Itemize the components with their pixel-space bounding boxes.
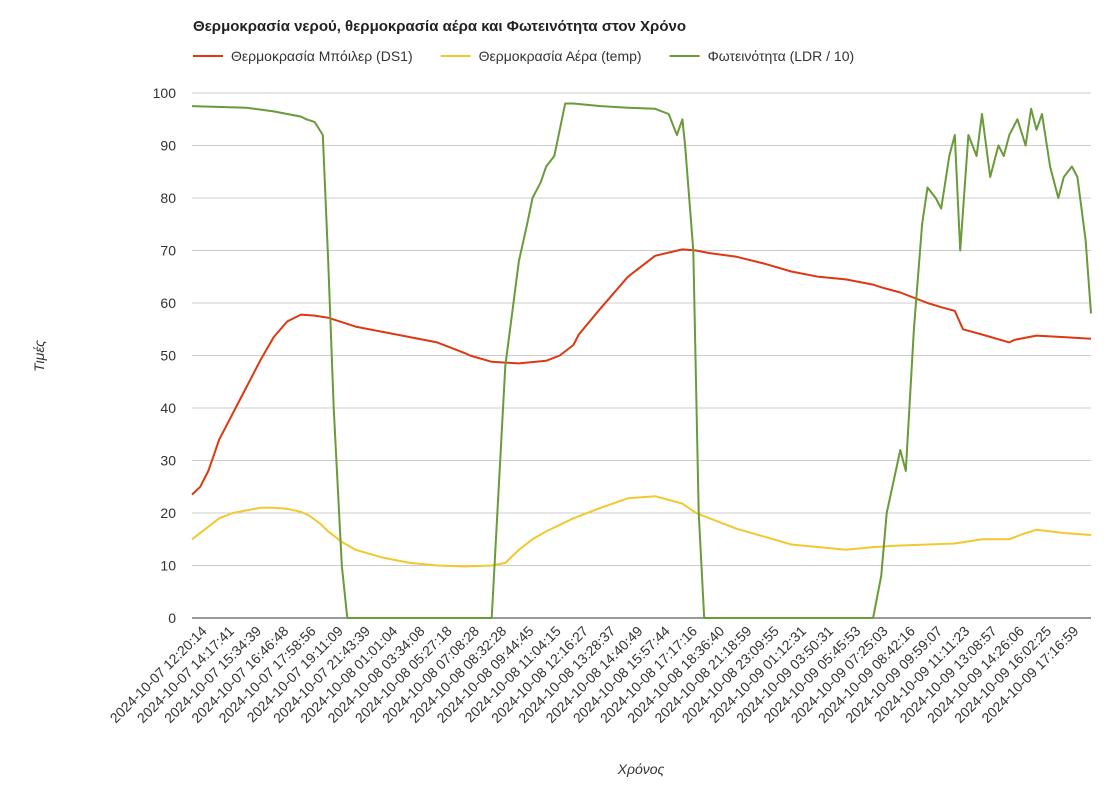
y-axis-ticks: 0 10 20 30 40 50 60 70 80 90 100 xyxy=(153,85,177,626)
legend-label-2: Θερμοκρασία Αέρα (temp) xyxy=(479,48,642,64)
y-tick-label: 60 xyxy=(160,295,176,311)
legend-label-1: Θερμοκρασία Μπόιλερ (DS1) xyxy=(231,48,413,64)
y-tick-label: 20 xyxy=(160,505,176,521)
legend: Θερμοκρασία Μπόιλερ (DS1) Θερμοκρασία Αέρ… xyxy=(193,48,854,64)
series-line-1 xyxy=(191,248,1092,496)
grid xyxy=(192,92,1091,619)
y-tick-label: 50 xyxy=(160,348,176,364)
y-tick-label: 10 xyxy=(160,558,176,574)
series-line-2 xyxy=(191,495,1092,568)
y-tick-label: 100 xyxy=(153,85,177,101)
x-axis-title: Χρόνος xyxy=(617,761,665,777)
y-tick-label: 80 xyxy=(160,190,176,206)
series-lines xyxy=(191,102,1092,619)
y-tick-label: 70 xyxy=(160,243,176,259)
y-tick-label: 40 xyxy=(160,400,176,416)
chart-title: Θερμοκρασία νερού, θερμοκρασία αέρα και … xyxy=(193,18,686,35)
y-tick-label: 0 xyxy=(168,610,176,626)
legend-label-3: Φωτεινότητα (LDR / 10) xyxy=(708,48,855,64)
series-line-3 xyxy=(191,102,1092,619)
y-tick-label: 30 xyxy=(160,453,176,469)
y-tick-label: 90 xyxy=(160,138,176,154)
y-axis-title: Τιμές xyxy=(31,340,47,372)
